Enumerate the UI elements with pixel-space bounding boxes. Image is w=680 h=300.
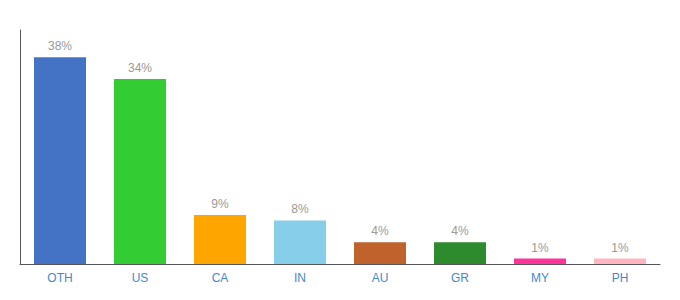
- svg-text:MY: MY: [531, 271, 549, 285]
- svg-text:8%: 8%: [291, 202, 309, 216]
- svg-text:AU: AU: [372, 271, 389, 285]
- svg-text:4%: 4%: [371, 224, 389, 238]
- svg-text:GR: GR: [451, 271, 469, 285]
- svg-text:1%: 1%: [611, 241, 629, 255]
- svg-text:38%: 38%: [48, 39, 72, 53]
- svg-text:PH: PH: [612, 271, 629, 285]
- svg-text:CA: CA: [212, 271, 229, 285]
- svg-text:IN: IN: [294, 271, 306, 285]
- svg-text:4%: 4%: [451, 224, 469, 238]
- svg-text:1%: 1%: [531, 241, 549, 255]
- svg-text:OTH: OTH: [47, 271, 72, 285]
- svg-text:9%: 9%: [211, 197, 229, 211]
- svg-text:US: US: [132, 271, 149, 285]
- svg-text:34%: 34%: [128, 61, 152, 75]
